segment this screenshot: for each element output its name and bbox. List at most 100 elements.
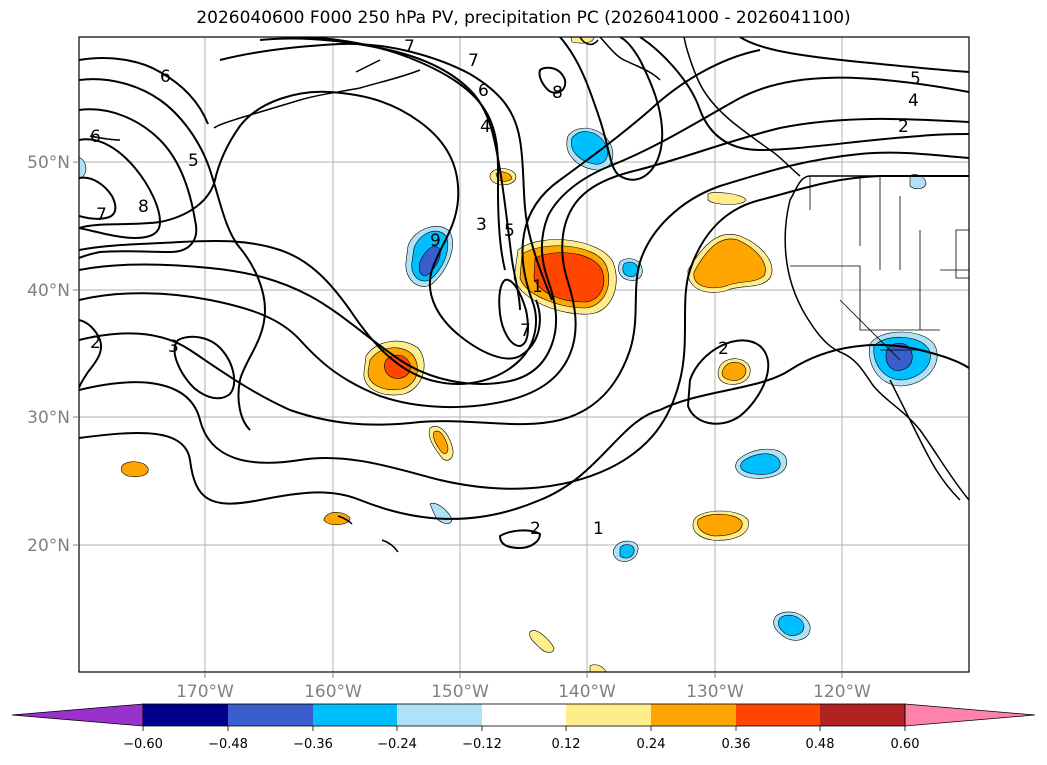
contour-label: 5 xyxy=(188,151,199,171)
lon-tick-label: 160°W xyxy=(304,682,362,702)
coastline-bc-alaska xyxy=(683,37,801,177)
pv-contour-labels: 6 6 7 5 8 7 3 2 9 7 6 4 3 5 1 8 7 5 4 2 … xyxy=(90,37,921,539)
colorbar-tick-label: −0.24 xyxy=(377,737,417,752)
colorbar-tick-label: −0.12 xyxy=(462,737,502,752)
map-title: 2026040600 F000 250 hPa PV, precipitatio… xyxy=(196,8,851,28)
precip-blob xyxy=(529,630,555,653)
pv-contour-1 xyxy=(79,409,661,520)
state-borders xyxy=(790,265,940,361)
precip-blob xyxy=(323,512,351,526)
precip-blob xyxy=(697,513,743,537)
lat-tick-label: 40°N xyxy=(27,281,70,301)
colorbar-tick-label: 0.36 xyxy=(722,737,751,752)
colorbar-bin xyxy=(482,704,566,726)
precip-blob xyxy=(120,461,149,478)
contour-label: 6 xyxy=(478,81,489,101)
pv-contour-1 xyxy=(659,343,969,411)
colorbar-outline xyxy=(142,703,906,727)
pv-contour-23 xyxy=(498,529,542,550)
precip-blob xyxy=(909,174,927,190)
pv-contour-16 xyxy=(559,37,664,181)
pv-contour-19 xyxy=(538,66,567,94)
lat-tick-label: 20°N xyxy=(27,536,70,556)
pv-contour-24 xyxy=(79,319,102,389)
pv-contour-8 xyxy=(79,78,267,431)
coastline-aleutians xyxy=(213,69,421,129)
pv-contour-10 xyxy=(79,138,162,240)
lat-ticks: 50°N 40°N 30°N 20°N xyxy=(27,153,79,556)
pv-contour-9 xyxy=(79,108,198,259)
pv-contour-20 xyxy=(498,278,529,348)
pv-contour-15 xyxy=(299,37,506,271)
contour-label: 2 xyxy=(898,117,909,137)
contour-label: 8 xyxy=(138,197,149,217)
colorbar-tick-label: −0.36 xyxy=(293,737,333,752)
lon-ticks: 170°W 160°W 150°W 140°W 130°W 120°W xyxy=(176,672,871,702)
pv-contour-2 xyxy=(79,175,969,490)
coastline-hawaii xyxy=(337,515,399,553)
pv-contour-6 xyxy=(79,49,761,385)
colorbar-bin xyxy=(651,704,736,726)
contour-label: 7 xyxy=(404,37,415,57)
precip-blob xyxy=(79,157,87,180)
pv-contour-22 xyxy=(686,339,770,425)
precip-blob xyxy=(433,430,449,454)
contour-label: 5 xyxy=(910,69,921,89)
precip-blob xyxy=(384,354,411,379)
contour-label: 9 xyxy=(430,231,441,251)
colorbar-bin xyxy=(736,704,820,726)
precip-blob xyxy=(693,238,766,289)
map-frame xyxy=(78,36,970,673)
precip-blob xyxy=(721,361,747,381)
pv-contour-17 xyxy=(739,37,969,73)
colorbar-tick-label: 0.12 xyxy=(552,737,581,752)
contour-label: 2 xyxy=(90,333,101,353)
contour-label: 1 xyxy=(532,277,543,297)
colorbar-tick-label: 0.48 xyxy=(806,737,835,752)
colorbar-tick-label: −0.48 xyxy=(208,737,248,752)
lat-tick-label: 50°N xyxy=(27,153,70,173)
precip-blob xyxy=(418,246,441,277)
lon-tick-label: 120°W xyxy=(813,682,871,702)
coastline-aleutians xyxy=(355,59,381,73)
contour-label: 4 xyxy=(908,91,919,111)
lon-tick-label: 130°W xyxy=(686,682,744,702)
precip-blob xyxy=(622,261,639,278)
colorbar-bin xyxy=(566,704,651,726)
precip-blob xyxy=(619,544,635,559)
pv-contour-3 xyxy=(79,151,969,426)
coastline-north-america xyxy=(784,175,969,501)
coastline-baja xyxy=(889,379,961,501)
precip-blob xyxy=(571,131,608,165)
pv-contour-7 xyxy=(79,90,541,360)
lat-tick-label: 30°N xyxy=(27,408,70,428)
contour-label: 7 xyxy=(96,205,107,225)
colorbar-bin xyxy=(228,704,313,726)
colorbar-tick-label: −0.60 xyxy=(123,737,163,752)
contour-label: 4 xyxy=(480,117,491,137)
state-borders xyxy=(809,176,969,330)
precip-blob xyxy=(707,192,747,205)
colorbar-extend-max xyxy=(904,703,1036,727)
precip-blob xyxy=(740,453,781,475)
colorbar-bin xyxy=(397,704,482,726)
pv-contour-18 xyxy=(639,37,969,152)
colorbar-bin xyxy=(313,704,397,726)
precip-shading xyxy=(79,37,938,672)
contour-label: 2 xyxy=(530,519,541,539)
lon-tick-label: 150°W xyxy=(431,682,489,702)
contour-label: 8 xyxy=(552,83,563,103)
pv-contour-5 xyxy=(79,76,969,385)
precip-blob xyxy=(589,664,607,672)
colorbar-bin xyxy=(143,704,228,726)
contour-label: 7 xyxy=(520,321,531,341)
lon-tick-label: 170°W xyxy=(176,682,234,702)
lake-michigan xyxy=(955,229,969,279)
contour-label: 3 xyxy=(476,215,487,235)
contour-label: 7 xyxy=(468,51,479,71)
pv-contour-21 xyxy=(173,335,236,400)
pv-contour-13 xyxy=(219,42,553,301)
colorbar-bin xyxy=(820,704,905,726)
contour-label: 6 xyxy=(160,67,171,87)
